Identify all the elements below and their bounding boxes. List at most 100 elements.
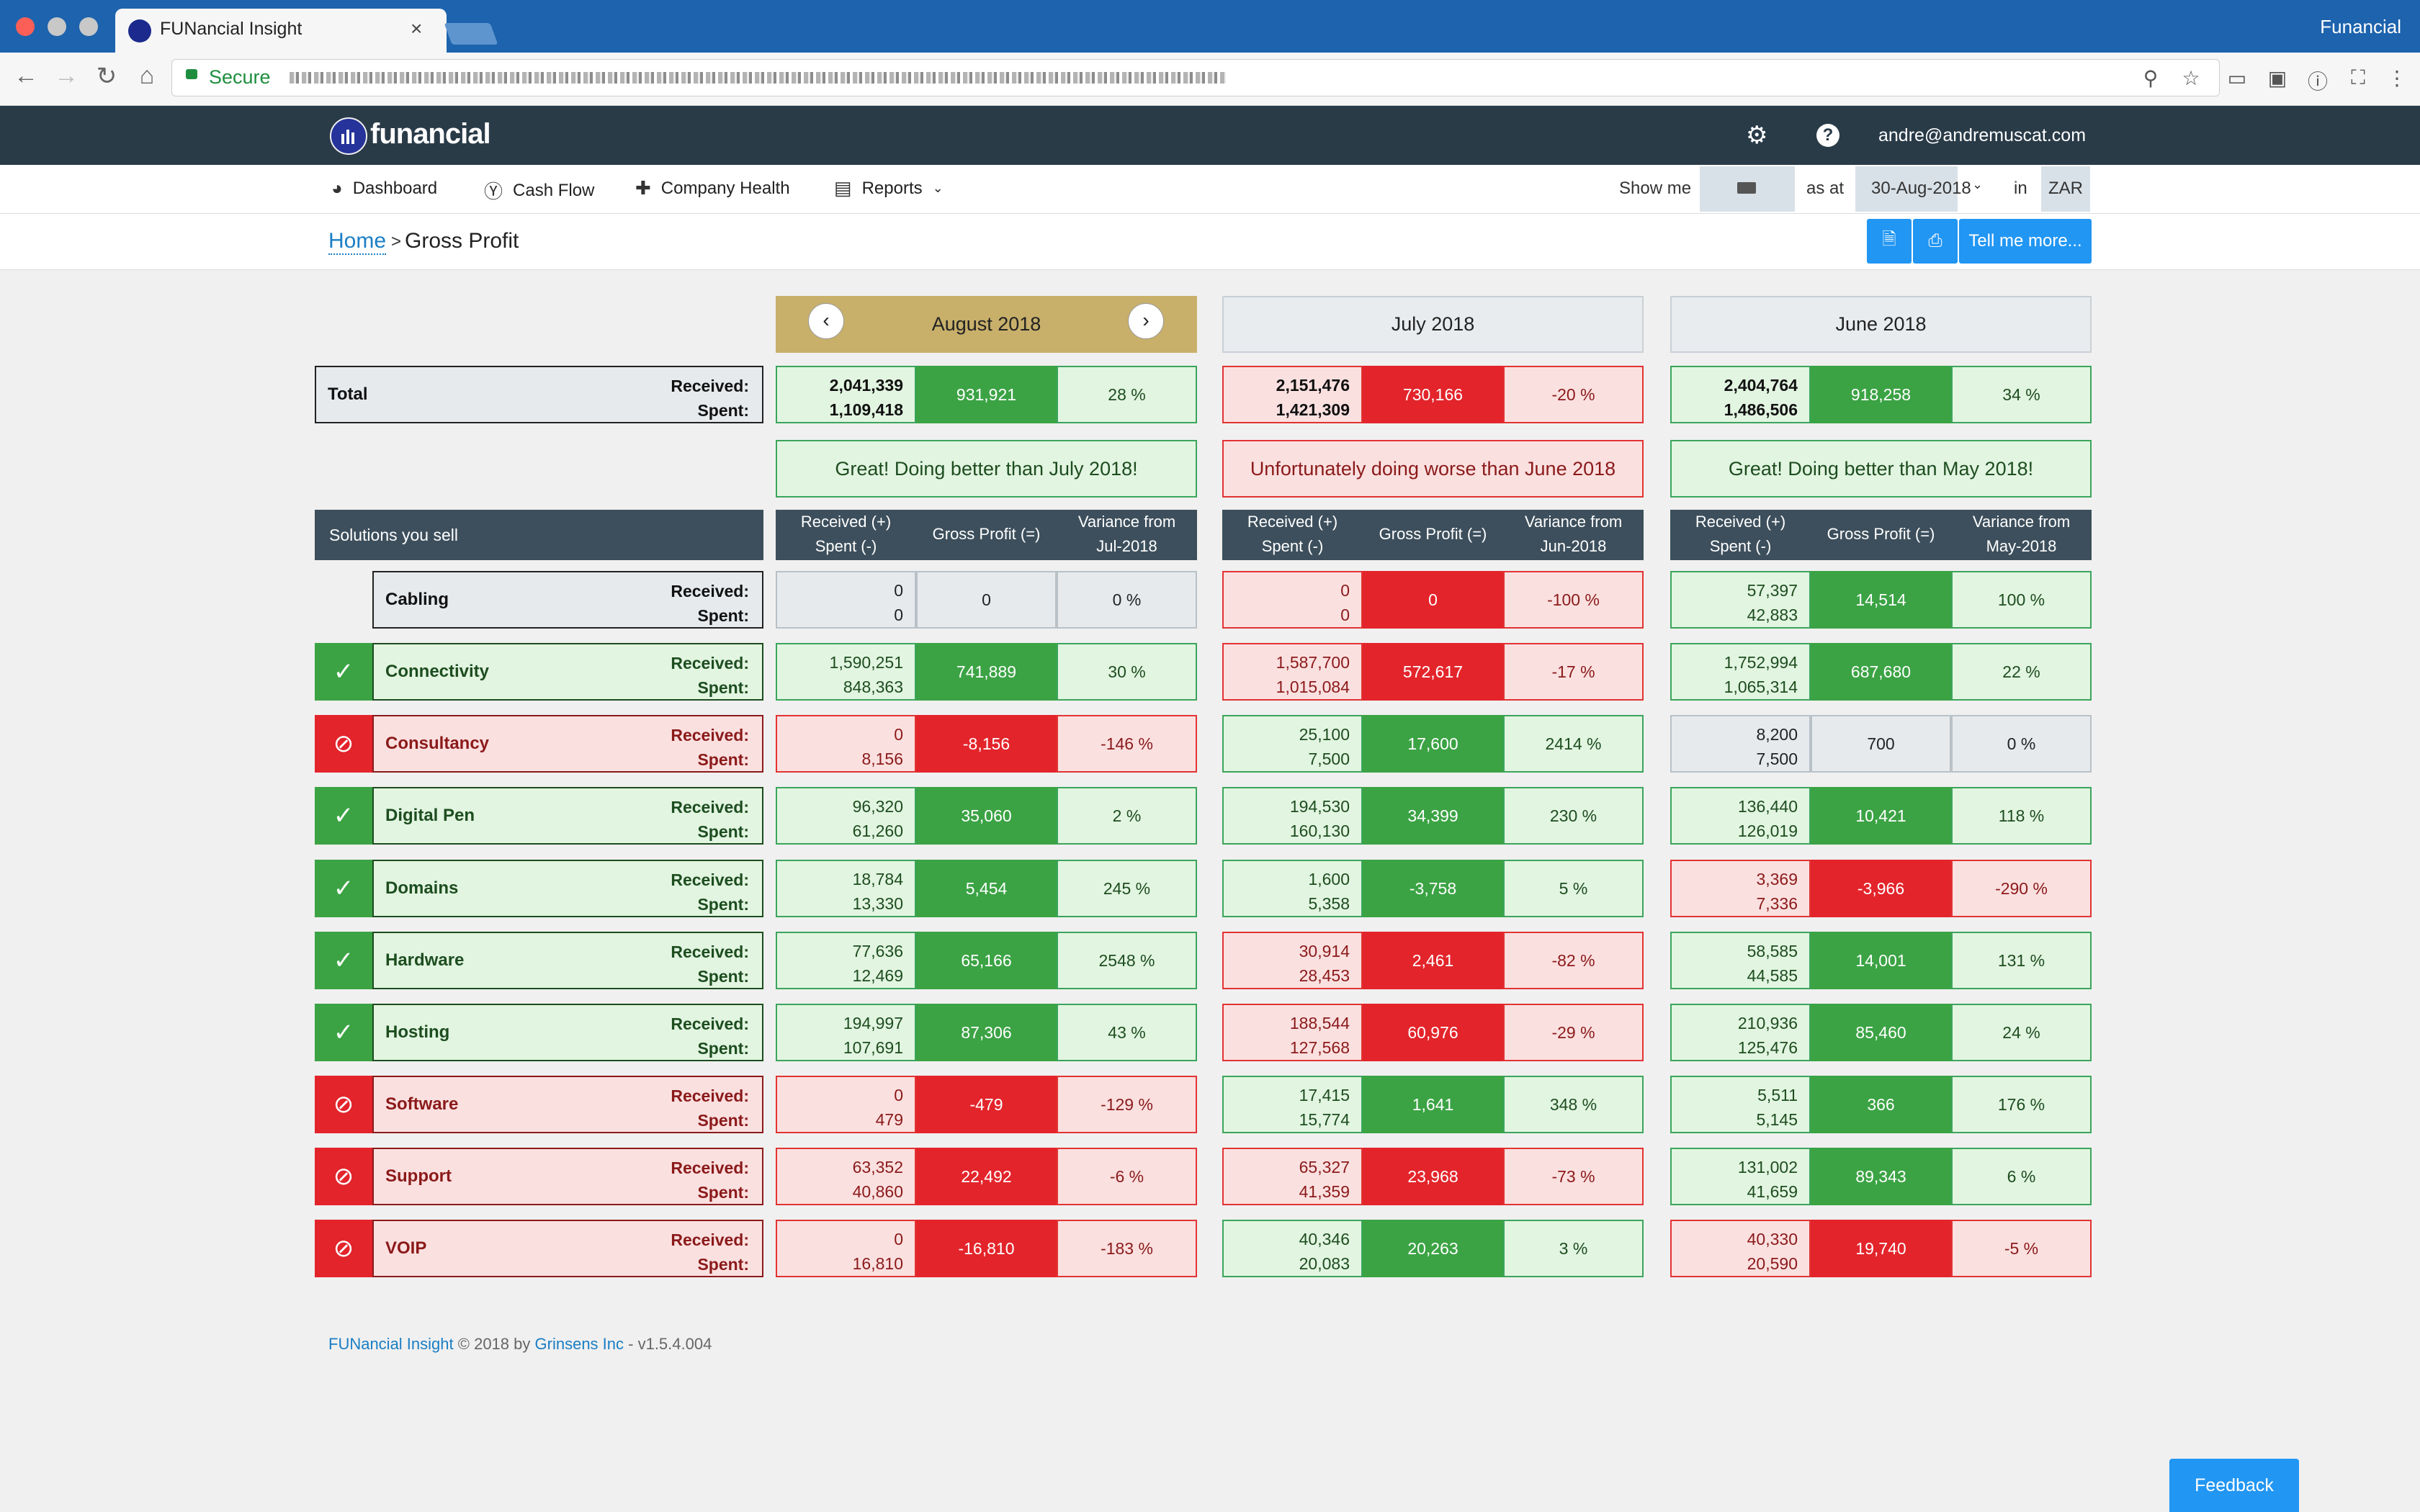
user-email[interactable]: andre@andremuscat.com <box>1878 125 2087 145</box>
gear-icon[interactable]: ⚙ <box>1746 122 1768 149</box>
tab-close-icon[interactable]: × <box>411 17 423 40</box>
variance-cell: 43 % <box>1057 1004 1197 1061</box>
row-label-support[interactable]: Support Received: Spent: <box>372 1148 763 1205</box>
info-icon[interactable]: ⓘ <box>2307 71 2328 93</box>
spent-value: 41,659 <box>1747 1182 1798 1201</box>
received-value: 1,590,251 <box>829 653 903 672</box>
cast-icon[interactable]: ▭ <box>2227 67 2247 89</box>
received-spent-cell: 77,636 12,469 <box>776 932 916 989</box>
received-value: 40,330 <box>1747 1230 1798 1248</box>
gross-profit-cell: 10,421 <box>1811 787 1951 845</box>
currency-select[interactable] <box>2041 166 2090 212</box>
gross-profit-cell: 34,399 <box>1363 787 1503 845</box>
row-name: Support <box>385 1166 452 1186</box>
print-button[interactable]: ⎙ <box>1913 219 1958 264</box>
pdf-export-button[interactable]: 🗎 <box>1867 219 1912 264</box>
nav-label: Cash Flow <box>513 180 595 200</box>
gross-profit-cell: 700 <box>1811 715 1951 773</box>
row-label-hosting[interactable]: Hosting Received: Spent: <box>372 1004 763 1061</box>
comparison-message: Unfortunately doing worse than June 2018 <box>1222 440 1644 498</box>
row-label-domains[interactable]: Domains Received: Spent: <box>372 860 763 917</box>
browser-tab[interactable] <box>115 9 447 53</box>
spent-value: 125,476 <box>1737 1038 1798 1057</box>
home-icon[interactable]: ⌂ <box>139 62 155 89</box>
spent-label: Spent: <box>697 1039 749 1058</box>
received-value: 2,041,339 <box>829 376 903 395</box>
nav-label: Company Health <box>660 178 790 198</box>
received-value: 1,600 <box>1308 870 1350 888</box>
variance-cell: 5 % <box>1503 860 1644 917</box>
row-name: Digital Pen <box>385 806 475 825</box>
row-label-hardware[interactable]: Hardware Received: Spent: <box>372 932 763 989</box>
received-label: Received: <box>671 1086 749 1105</box>
comparison-message: Great! Doing better than May 2018! <box>1670 440 2092 498</box>
spent-label: Spent: <box>697 1255 749 1274</box>
extension-icon[interactable]: ▣ <box>2267 67 2287 89</box>
logo-text[interactable]: funancial <box>370 118 491 150</box>
show-me-select[interactable] <box>1700 166 1795 212</box>
received-value: 136,440 <box>1737 797 1798 816</box>
nav-cash-flow[interactable]: Ⓨ Cash Flow <box>484 177 594 204</box>
nav-dashboard[interactable]: ◕ Dashboard <box>331 177 437 199</box>
variance-cell: 2 % <box>1057 787 1197 845</box>
spent-value: 1,421,309 <box>1276 400 1350 419</box>
reload-icon[interactable]: ↻ <box>96 63 117 90</box>
feedback-button[interactable]: Feedback <box>2169 1459 2299 1512</box>
gross-profit-cell: -8,156 <box>916 715 1057 773</box>
footer-company-link[interactable]: Grinsens Inc <box>534 1335 624 1353</box>
logo-bars-icon <box>341 130 354 144</box>
received-value: 0 <box>894 1230 903 1248</box>
pdf-icon: 🗎 <box>1882 229 1896 249</box>
variance-cell: 24 % <box>1951 1004 2092 1061</box>
row-label-digital-pen[interactable]: Digital Pen Received: Spent: <box>372 787 763 845</box>
received-spent-cell: 194,997 107,691 <box>776 1004 916 1061</box>
gross-profit-cell: 87,306 <box>916 1004 1057 1061</box>
new-tab-button[interactable] <box>444 23 498 45</box>
spent-value: 1,109,418 <box>829 400 903 419</box>
star-icon[interactable]: ☆ <box>2182 67 2200 89</box>
back-arrow-icon[interactable]: ← <box>14 62 38 89</box>
received-spent-cell: 1,752,994 1,065,314 <box>1670 643 1811 701</box>
spent-value: 848,363 <box>843 678 903 696</box>
spent-value: 42,883 <box>1747 606 1798 624</box>
received-value: 96,320 <box>852 797 903 816</box>
tell-me-more-button[interactable]: Tell me more... <box>1959 219 2092 264</box>
col-header-gross-profit: Gross Profit (=) <box>1363 510 1503 560</box>
received-spent-cell: 17,415 15,774 <box>1222 1076 1363 1133</box>
chevron-right-icon: › <box>1142 309 1150 331</box>
zoom-icon[interactable]: ⚲ <box>2143 67 2159 89</box>
close-window-button[interactable] <box>16 17 35 36</box>
nav-reports[interactable]: ▤ Reports ⌄ <box>834 177 944 199</box>
spent-value: 1,065,314 <box>1724 678 1798 696</box>
row-label-voip[interactable]: VOIP Received: Spent: <box>372 1220 763 1277</box>
gross-profit-cell: 730,166 <box>1363 366 1503 423</box>
breadcrumb-home-link[interactable]: Home <box>328 229 387 255</box>
received-spent-labels: Received: Spent: <box>671 1084 749 1133</box>
minimize-window-button[interactable] <box>48 17 66 36</box>
display-icon <box>1737 182 1756 194</box>
help-icon[interactable]: ? <box>1816 124 1839 147</box>
as-at-date-select[interactable] <box>1855 166 1958 212</box>
nav-company-health[interactable]: ✚ Company Health <box>635 177 790 199</box>
spent-value: 7,500 <box>1756 750 1798 768</box>
prev-month-button[interactable]: ‹ <box>808 303 844 339</box>
row-label-cabling[interactable]: Cabling Received: Spent: <box>372 571 763 629</box>
spent-value: 15,774 <box>1299 1110 1350 1129</box>
forward-arrow-icon[interactable]: → <box>54 62 79 89</box>
row-label-consultancy[interactable]: Consultancy Received: Spent: <box>372 715 763 773</box>
row-label-connectivity[interactable]: Connectivity Received: Spent: <box>372 643 763 701</box>
next-month-button[interactable]: › <box>1128 303 1164 339</box>
lock-icon <box>186 69 197 79</box>
speedometer-icon: ◕ <box>331 177 343 199</box>
received-value: 1,752,994 <box>1724 653 1798 672</box>
screenshot-icon[interactable]: ⛶ <box>2351 66 2365 89</box>
row-label-software[interactable]: Software Received: Spent: <box>372 1076 763 1133</box>
variance-cell: -5 % <box>1951 1220 2092 1277</box>
menu-icon[interactable]: ⋮ <box>2387 67 2407 89</box>
spent-value: 7,500 <box>1308 750 1350 768</box>
footer-product-link[interactable]: FUNancial Insight <box>328 1335 454 1353</box>
gross-profit-cell: -3,758 <box>1363 860 1503 917</box>
maximize-window-button[interactable] <box>79 17 98 36</box>
gross-profit-cell: 19,740 <box>1811 1220 1951 1277</box>
